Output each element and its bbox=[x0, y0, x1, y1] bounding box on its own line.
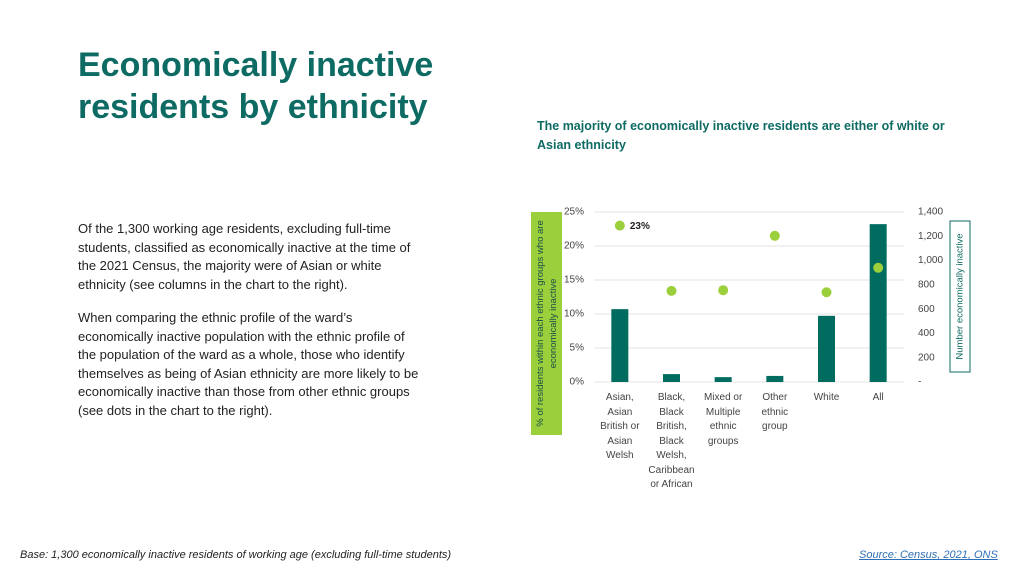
x-tick-label: Other ethnic group bbox=[761, 392, 789, 432]
dot bbox=[769, 230, 780, 241]
y-axis-label: % of residents within each ethnic groups… bbox=[531, 212, 562, 435]
chart-title: The majority of economically inactive re… bbox=[537, 119, 945, 152]
x-tick-label: All bbox=[872, 392, 884, 403]
y2-tick-label: - bbox=[918, 377, 921, 388]
dot bbox=[614, 220, 625, 231]
y2-tick-label: 1,400 bbox=[918, 207, 943, 218]
bar bbox=[869, 224, 887, 382]
bar bbox=[818, 315, 835, 382]
dot bbox=[718, 285, 729, 296]
y2-tick-label: 400 bbox=[918, 328, 935, 339]
bar bbox=[714, 377, 732, 382]
bar bbox=[766, 375, 784, 382]
dot bbox=[666, 285, 677, 296]
y-tick-label: 0% bbox=[570, 377, 585, 388]
bar bbox=[663, 374, 680, 382]
y2-axis-label: Number economically inactive bbox=[949, 220, 971, 373]
y-tick-label: 10% bbox=[564, 309, 584, 320]
source-link[interactable]: Source: Census, 2021, ONS bbox=[859, 549, 998, 561]
x-tick-label: White bbox=[813, 392, 840, 403]
y2-tick-label: 200 bbox=[918, 352, 935, 363]
x-tick-label: Asian, Asian British or Asian Welsh bbox=[600, 392, 640, 461]
y-tick-label: 15% bbox=[564, 275, 584, 286]
x-tick-label: Black, Black British, Black Welsh, Carib… bbox=[648, 392, 695, 490]
y2-tick-label: 600 bbox=[918, 304, 935, 315]
y-tick-label: 25% bbox=[564, 207, 584, 218]
bar bbox=[611, 309, 629, 382]
footnote: Base: 1,300 economically inactive reside… bbox=[20, 549, 452, 561]
y2-tick-label: 800 bbox=[918, 279, 935, 290]
x-tick-label: Mixed or Multiple ethnic groups bbox=[703, 392, 743, 447]
y2-tick-label: 1,200 bbox=[918, 231, 943, 242]
paragraph: When comparing the ethnic profile of the… bbox=[78, 310, 419, 418]
paragraph: Of the 1,300 working age residents, excl… bbox=[78, 221, 411, 292]
y-tick-label: 20% bbox=[564, 241, 584, 252]
y-tick-label: 5% bbox=[570, 343, 585, 354]
dot bbox=[821, 287, 832, 298]
slide-title: Economically inactive residents by ethni… bbox=[78, 46, 434, 126]
y2-tick-label: 1,000 bbox=[918, 255, 943, 266]
data-label: 23% bbox=[630, 221, 650, 232]
dot bbox=[873, 262, 884, 273]
